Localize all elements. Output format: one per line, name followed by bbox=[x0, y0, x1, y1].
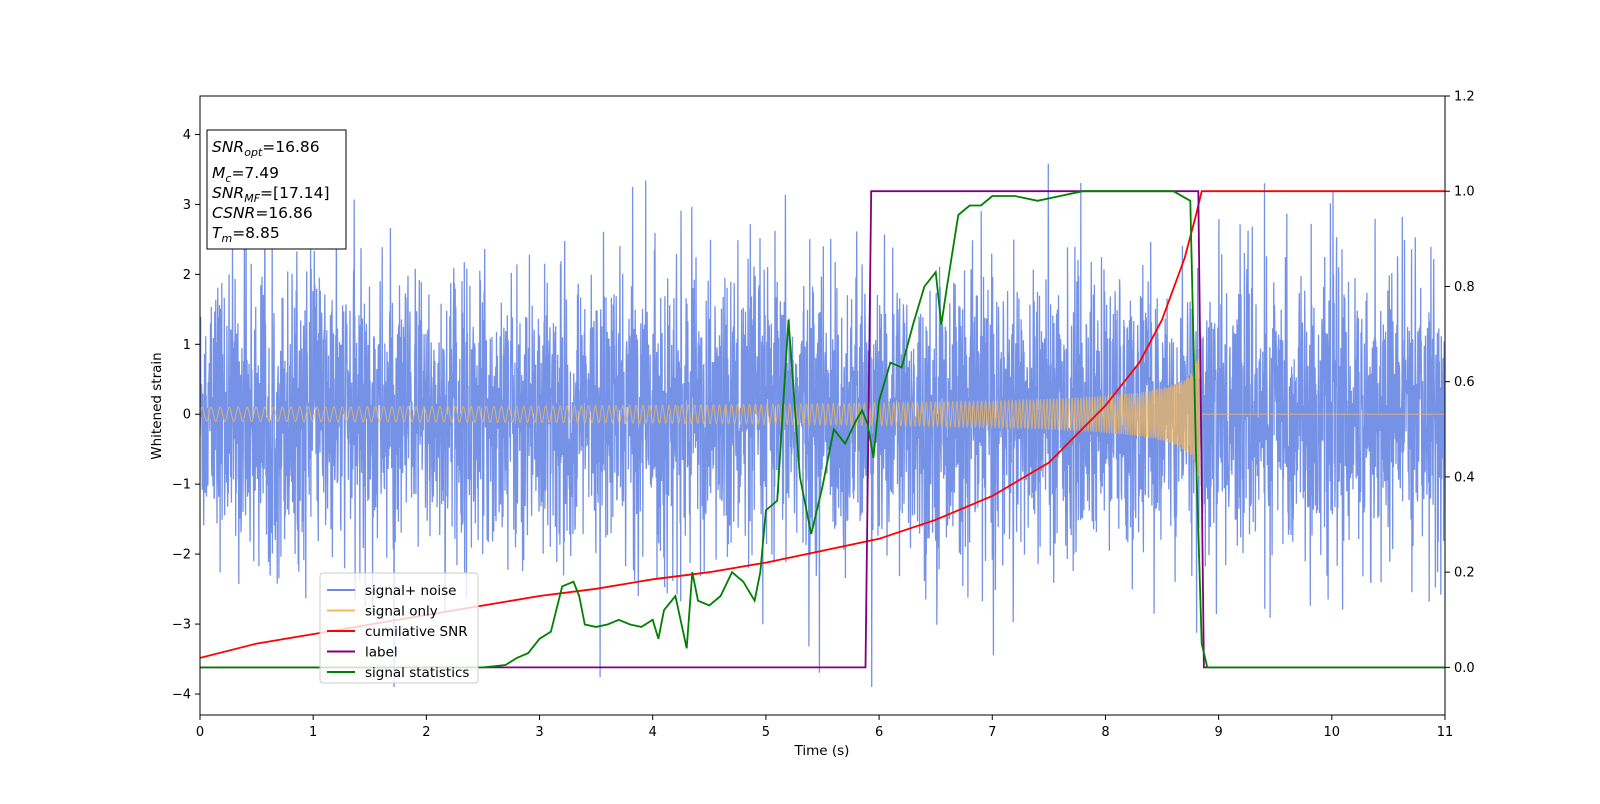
y-right-tick-label: 0.0 bbox=[1454, 661, 1475, 676]
y-left-tick-label: 2 bbox=[183, 268, 191, 283]
y-left-tick-label: −4 bbox=[172, 688, 191, 703]
x-tick-label: 6 bbox=[875, 725, 883, 740]
x-tick-label: 10 bbox=[1324, 725, 1341, 740]
info-box: SNRopt=16.86 Mc=7.49 SNRMF=[17.14] CSNR=… bbox=[206, 129, 347, 250]
y-left-tick-label: 0 bbox=[183, 408, 191, 423]
legend-box bbox=[319, 572, 479, 684]
legend-label: label bbox=[365, 645, 398, 661]
y-left-tick-label: −1 bbox=[172, 478, 191, 493]
x-tick-label: 2 bbox=[422, 725, 430, 740]
legend: signal+ noise signal only cumilative SNR la… bbox=[319, 572, 479, 684]
y-left-tick-label: 3 bbox=[183, 198, 191, 213]
x-tick-label: 7 bbox=[988, 725, 996, 740]
y-left-tick-label: 4 bbox=[183, 128, 191, 143]
x-axis-label: Time (s) bbox=[794, 743, 850, 759]
y-right-tick-label: 0.2 bbox=[1454, 566, 1475, 581]
series-line-signal-only bbox=[200, 333, 1445, 486]
info-csnr: CSNR=16.86 bbox=[212, 204, 313, 222]
info-snr-opt: SNRopt=16.86 bbox=[212, 138, 320, 159]
x-tick-label: 1 bbox=[309, 725, 317, 740]
x-tick-label: 4 bbox=[649, 725, 657, 740]
x-axis: 0 1 2 3 4 5 6 7 8 9 10 11 bbox=[196, 715, 1453, 740]
x-tick-label: 11 bbox=[1437, 725, 1454, 740]
y-left-tick-label: 1 bbox=[183, 338, 191, 353]
y-right-tick-label: 1.0 bbox=[1454, 185, 1475, 200]
legend-label: signal statistics bbox=[365, 665, 469, 681]
legend-label: signal only bbox=[365, 604, 438, 620]
y-right-tick-label: 0.8 bbox=[1454, 280, 1475, 295]
plot-frame bbox=[199, 95, 1446, 716]
y-left-tick-label: −2 bbox=[172, 548, 191, 563]
series-line-signal-noise bbox=[200, 163, 1445, 688]
x-tick-label: 9 bbox=[1214, 725, 1222, 740]
x-tick-label: 8 bbox=[1101, 725, 1109, 740]
info-tm: Tm=8.85 bbox=[212, 224, 280, 245]
series-line-signal-statistics bbox=[200, 190, 1445, 669]
y-right-tick-label: 0.4 bbox=[1454, 470, 1475, 485]
y-right-tick-label: 0.6 bbox=[1454, 375, 1475, 390]
series-signal-noise bbox=[200, 163, 1445, 688]
legend-label: cumilative SNR bbox=[365, 624, 468, 640]
y-axis-left: 4 3 2 1 0 −1 −2 −3 −4 bbox=[172, 128, 200, 703]
x-tick-label: 5 bbox=[762, 725, 770, 740]
info-mc: Mc=7.49 bbox=[212, 164, 279, 185]
x-tick-label: 3 bbox=[535, 725, 543, 740]
x-tick-label: 0 bbox=[196, 725, 204, 740]
info-snr-mf: SNRMF=[17.14] bbox=[212, 184, 330, 205]
series-signal-only bbox=[200, 333, 1445, 486]
y-right-tick-label: 1.2 bbox=[1454, 90, 1475, 105]
legend-label: signal+ noise bbox=[365, 583, 456, 599]
y-left-tick-label: −3 bbox=[172, 618, 191, 633]
y-axis-label: Whitened strain bbox=[149, 352, 165, 459]
y-axis-right: 1.2 1.0 0.8 0.6 0.4 0.2 0.0 bbox=[1445, 90, 1475, 676]
